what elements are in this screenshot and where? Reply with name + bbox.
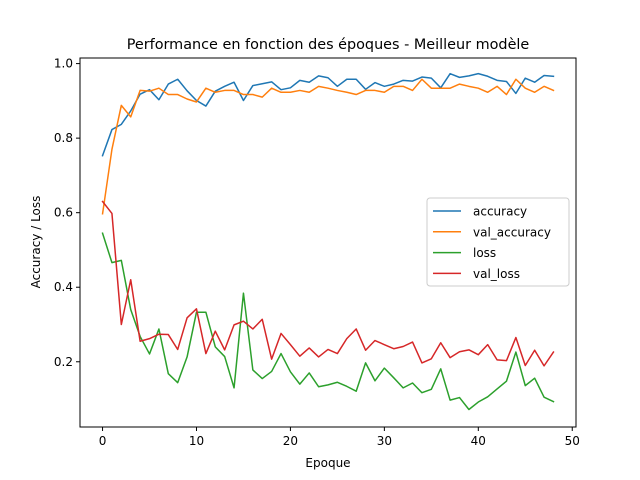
legend-box <box>426 197 570 287</box>
y-axis-ticks: 0.2 0.4 0.6 0.8 1.0 <box>54 57 80 369</box>
series-line-accuracy <box>101 72 555 157</box>
series-line-val-accuracy <box>101 78 555 215</box>
legend-label-accuracy: accuracy <box>473 205 527 219</box>
axes-frame <box>79 57 577 428</box>
x-tick-label: 0 <box>99 434 107 448</box>
series-line-loss <box>101 232 555 411</box>
series-line-val-loss <box>101 200 555 367</box>
y-tick-label: 0.8 <box>54 131 73 145</box>
legend-label-val-accuracy: val_accuracy <box>473 225 551 239</box>
chart-title: Performance en fonction des époques - Me… <box>127 37 530 53</box>
x-axis-ticks: 0 10 20 30 40 50 <box>99 427 580 448</box>
x-tick-label: 30 <box>377 434 392 448</box>
legend-label-val-loss: val_loss <box>473 267 520 281</box>
y-tick-label: 1.0 <box>54 57 73 71</box>
legend-label-loss: loss <box>473 246 496 260</box>
x-tick-label: 10 <box>189 434 204 448</box>
y-tick-label: 0.2 <box>54 355 73 369</box>
x-tick-label: 50 <box>565 434 580 448</box>
plot-lines <box>101 72 555 411</box>
y-tick-label: 0.4 <box>54 280 73 294</box>
y-tick-label: 0.6 <box>54 206 73 220</box>
x-axis-label: Epoque <box>305 456 350 470</box>
y-axis-label: Accuracy / Loss <box>29 196 43 289</box>
x-tick-label: 40 <box>471 434 486 448</box>
x-tick-label: 20 <box>283 434 298 448</box>
